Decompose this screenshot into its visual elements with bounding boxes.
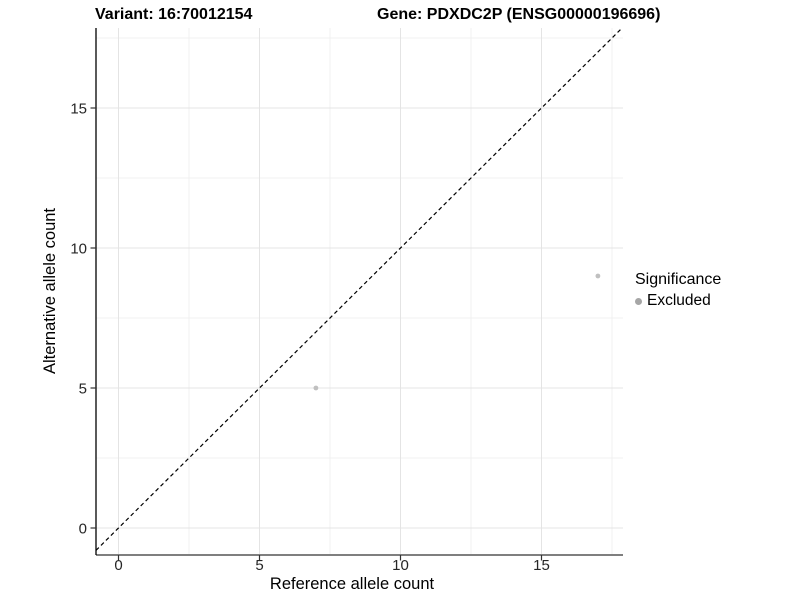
tick-marks bbox=[90, 107, 543, 561]
variant-title: Variant: 16:70012154 bbox=[95, 6, 253, 23]
tick-labels: 0 5 10 15 0 5 10 15 bbox=[70, 101, 550, 575]
data-point bbox=[595, 273, 601, 279]
legend: Significance Excluded bbox=[635, 271, 721, 310]
x-tick-label: 0 bbox=[114, 557, 122, 574]
y-tick-label: 0 bbox=[79, 521, 87, 538]
y-axis-title: Alternative allele count bbox=[41, 208, 59, 374]
x-axis-title: Reference allele count bbox=[270, 575, 435, 593]
y-tick-label: 5 bbox=[79, 381, 87, 398]
gridlines bbox=[96, 28, 623, 555]
legend-title: Significance bbox=[635, 271, 722, 288]
x-tick-label: 10 bbox=[392, 557, 409, 574]
x-tick-label: 5 bbox=[255, 557, 263, 574]
legend-point-icon bbox=[635, 297, 642, 305]
gene-title: Gene: PDXDC2P (ENSG00000196696) bbox=[377, 6, 661, 23]
y-tick-label: 10 bbox=[70, 241, 87, 258]
axis-lines bbox=[95, 28, 623, 556]
legend-entry-excluded: Excluded bbox=[635, 292, 721, 310]
data-point bbox=[313, 385, 319, 391]
identity-line bbox=[95, 27, 623, 551]
x-tick-label: 15 bbox=[533, 557, 550, 574]
data-points bbox=[313, 273, 601, 391]
legend-entry-label: Excluded bbox=[647, 292, 711, 309]
y-tick-label: 15 bbox=[70, 101, 87, 118]
identity-dashed-line bbox=[95, 27, 623, 551]
